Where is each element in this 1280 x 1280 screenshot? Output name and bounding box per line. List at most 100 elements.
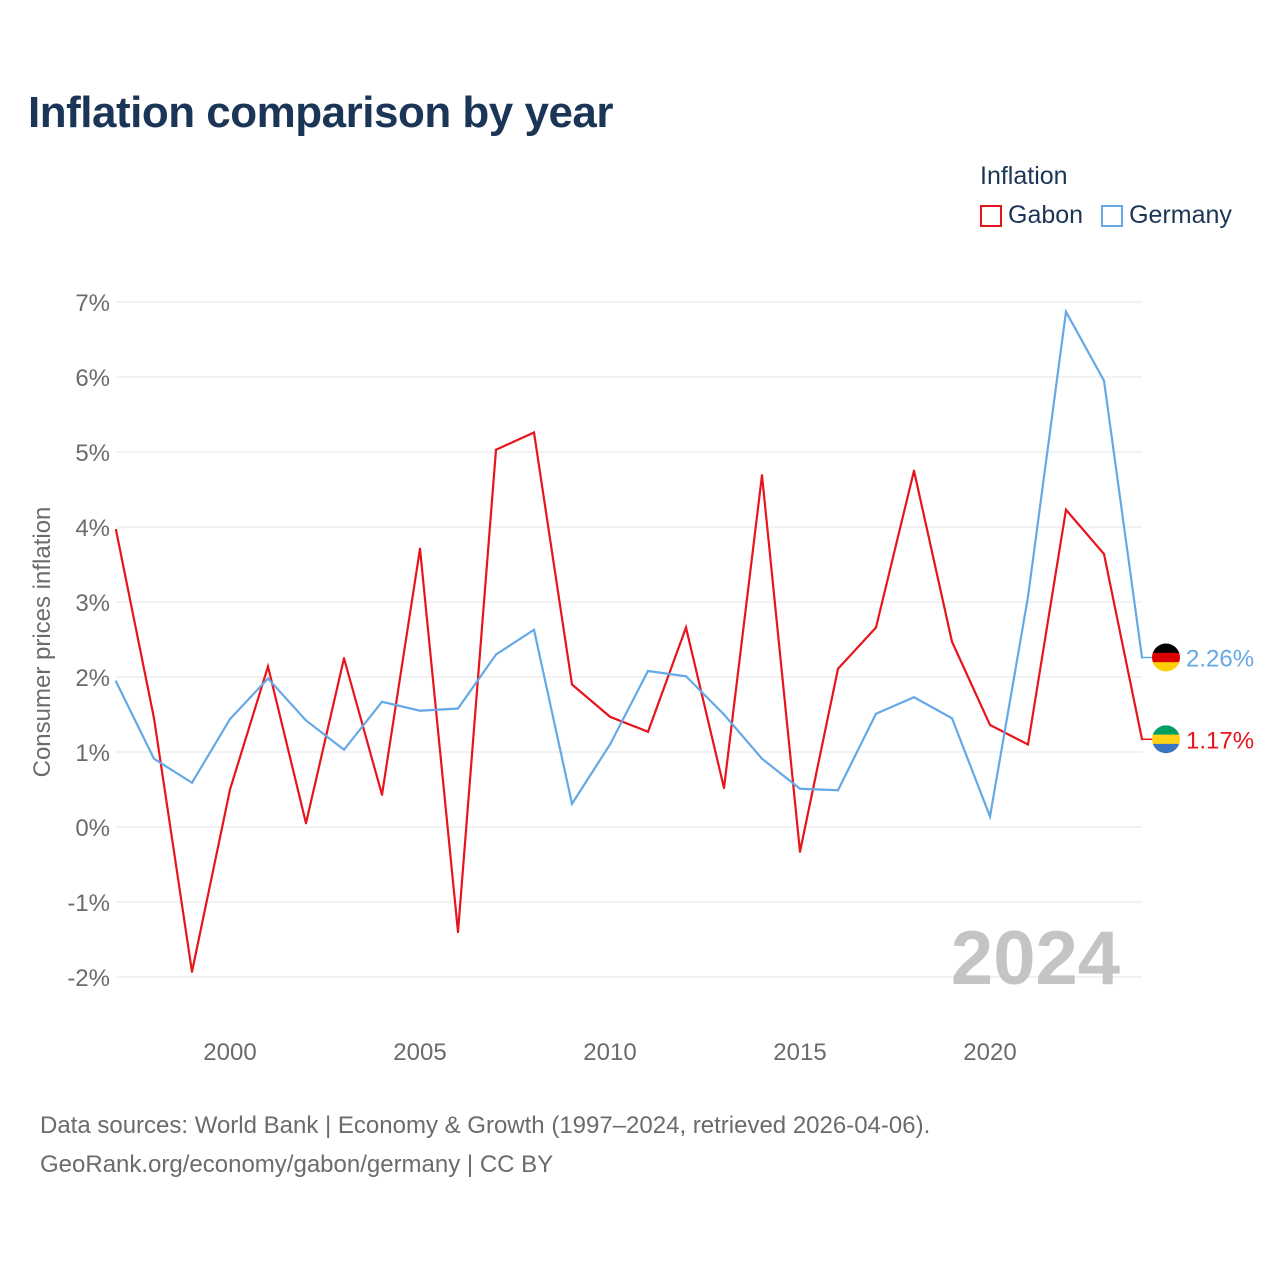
data-point-germany bbox=[456, 707, 460, 710]
chart-title: Inflation comparison by year bbox=[28, 88, 614, 137]
legend: Inflation Gabon Germany bbox=[980, 162, 1232, 230]
legend-swatch-gabon bbox=[980, 204, 1002, 227]
data-point-germany bbox=[570, 802, 574, 805]
data-point-gabon bbox=[798, 850, 802, 853]
footer-source: Data sources: World Bank | Economy & Gro… bbox=[40, 1112, 931, 1139]
data-point-gabon bbox=[456, 930, 460, 934]
data-point-germany bbox=[494, 653, 498, 656]
data-point-gabon bbox=[570, 683, 574, 686]
data-point-germany bbox=[266, 677, 270, 680]
y-tick-label: 0% bbox=[75, 815, 110, 842]
gridlines bbox=[116, 301, 1142, 978]
data-point-gabon bbox=[380, 793, 384, 796]
x-tick-label: 2010 bbox=[583, 1039, 636, 1066]
data-point-gabon bbox=[836, 667, 840, 670]
end-value-label-gabon: 1.17% bbox=[1186, 727, 1254, 754]
legend-label-germany: Germany bbox=[1129, 201, 1232, 229]
data-point-germany bbox=[1102, 379, 1106, 382]
flag-stripe bbox=[1152, 662, 1180, 672]
data-point-gabon bbox=[684, 626, 688, 629]
germany-flag-icon bbox=[1152, 643, 1180, 672]
data-point-gabon bbox=[152, 717, 156, 720]
data-point-germany bbox=[152, 757, 156, 760]
series-line-gabon bbox=[114, 430, 1144, 972]
x-tick-label: 2015 bbox=[773, 1039, 826, 1066]
data-point-germany bbox=[1064, 310, 1068, 313]
flag-stripe bbox=[1152, 643, 1180, 654]
data-point-gabon bbox=[760, 474, 764, 477]
data-point-germany bbox=[874, 712, 878, 715]
data-point-gabon bbox=[950, 640, 954, 643]
data-point-gabon bbox=[1064, 508, 1068, 511]
data-point-germany bbox=[798, 787, 802, 790]
data-point-gabon bbox=[1026, 743, 1030, 746]
y-tick-label: 5% bbox=[75, 440, 110, 467]
data-point-germany bbox=[950, 717, 954, 720]
x-tick-label: 2020 bbox=[963, 1039, 1016, 1066]
data-point-gabon bbox=[114, 528, 118, 532]
gabon-flag-icon bbox=[1152, 725, 1180, 754]
end-value-label-germany: 2.26% bbox=[1186, 646, 1254, 673]
data-point-germany bbox=[342, 748, 346, 751]
y-tick-label: -1% bbox=[67, 890, 110, 917]
data-point-gabon bbox=[1102, 552, 1106, 556]
data-point-germany bbox=[304, 719, 308, 722]
y-tick-label: 6% bbox=[75, 365, 110, 392]
data-point-germany bbox=[722, 713, 726, 716]
data-point-gabon bbox=[342, 657, 346, 660]
series-line-germany bbox=[115, 308, 1144, 821]
data-point-germany bbox=[912, 696, 916, 699]
y-tick-label: 3% bbox=[75, 590, 110, 617]
end-markers: 1.17% 2.26% bbox=[1142, 643, 1254, 754]
data-point-germany bbox=[228, 717, 232, 721]
legend-title: Inflation bbox=[980, 162, 1068, 190]
flag-stripe bbox=[1152, 725, 1180, 736]
series-lines bbox=[114, 308, 1144, 973]
flag-stripe bbox=[1152, 652, 1180, 663]
data-point-gabon bbox=[494, 448, 498, 451]
data-point-germany bbox=[190, 781, 194, 784]
data-point-germany bbox=[114, 680, 118, 683]
data-point-germany bbox=[608, 743, 612, 746]
legend-swatch-germany bbox=[1101, 204, 1124, 227]
data-point-gabon bbox=[874, 626, 878, 629]
data-point-germany bbox=[760, 757, 764, 760]
x-tick-label: 2005 bbox=[393, 1039, 446, 1066]
data-point-gabon bbox=[228, 788, 232, 791]
data-point-gabon bbox=[608, 715, 612, 718]
data-point-gabon bbox=[912, 469, 916, 472]
y-axis-label: Consumer prices inflation bbox=[29, 507, 56, 778]
data-point-gabon bbox=[722, 786, 726, 790]
data-point-germany bbox=[684, 675, 688, 678]
data-point-germany bbox=[380, 700, 384, 703]
data-point-gabon bbox=[190, 970, 194, 973]
legend-label-gabon: Gabon bbox=[1008, 201, 1084, 229]
legend-item-gabon[interactable]: Gabon bbox=[980, 201, 1083, 230]
data-point-gabon bbox=[532, 431, 536, 434]
data-point-germany bbox=[646, 669, 650, 673]
data-point-gabon bbox=[646, 730, 650, 733]
footer-link[interactable]: GeoRank.org/economy/gabon/germany | CC B… bbox=[40, 1151, 554, 1178]
year-watermark: 2024 bbox=[951, 916, 1120, 1001]
footer: Data sources: World Bank | Economy & Gro… bbox=[40, 1106, 930, 1184]
y-tick-label: -2% bbox=[67, 965, 110, 992]
data-point-germany bbox=[988, 815, 992, 818]
x-axis-ticks: 2000 2005 2010 2015 2020 bbox=[203, 1039, 1016, 1066]
data-point-gabon bbox=[304, 822, 308, 825]
data-point-germany bbox=[1026, 595, 1030, 598]
y-tick-label: 4% bbox=[75, 515, 110, 542]
data-point-germany bbox=[836, 789, 840, 792]
data-point-gabon bbox=[266, 665, 270, 668]
data-point-germany bbox=[532, 628, 536, 631]
y-tick-label: 2% bbox=[75, 665, 110, 692]
y-axis-ticks: -2% -1% 0% 1% 2% 3% 4% 5% 6% 7% bbox=[67, 290, 110, 992]
y-tick-label: 7% bbox=[75, 290, 110, 317]
data-point-gabon bbox=[988, 723, 992, 727]
data-point-germany bbox=[418, 709, 422, 712]
line-chart: -2%-1%0%1%2%3%4%5%6%7% 2000 2005 2010 2015 2… bbox=[29, 290, 1254, 1066]
data-point-gabon bbox=[418, 547, 422, 550]
flag-stripe bbox=[1152, 734, 1180, 745]
legend-item-germany[interactable]: Germany bbox=[1101, 201, 1232, 230]
flag-stripe bbox=[1152, 743, 1180, 754]
x-tick-label: 2000 bbox=[203, 1039, 256, 1066]
